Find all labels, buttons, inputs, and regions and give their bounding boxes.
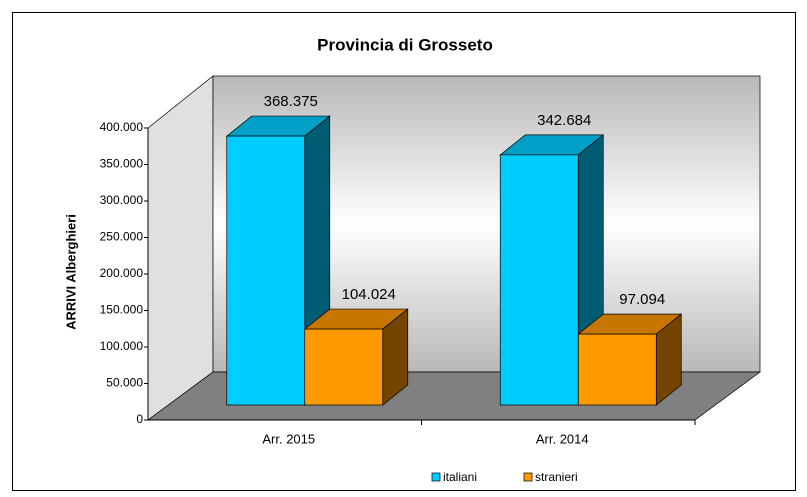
y-tick-label: 350.000 <box>100 157 144 171</box>
legend-label: stranieri <box>535 470 578 484</box>
y-tick-label: 0 <box>136 412 143 426</box>
bar <box>304 328 384 406</box>
bar <box>226 135 306 406</box>
y-axis-label: ARRIVI Alberghieri <box>63 214 78 330</box>
x-tick-label: Arr. 2014 <box>536 431 589 446</box>
bar <box>499 154 579 406</box>
value-label: 97.094 <box>619 291 665 308</box>
y-tick-label: 200.000 <box>100 266 144 280</box>
bar <box>577 333 657 406</box>
y-tick-label: 150.000 <box>100 303 144 317</box>
legend-label: italiani <box>443 470 477 484</box>
legend-swatch <box>523 472 533 482</box>
y-tick-label: 100.000 <box>100 339 144 353</box>
y-tick-label: 250.000 <box>100 230 144 244</box>
chart-title: Provincia di Grosseto <box>317 35 493 54</box>
value-label: 342.684 <box>537 112 591 129</box>
side-wall <box>147 75 214 421</box>
legend-swatch <box>431 472 441 482</box>
x-tick-label: Arr. 2015 <box>262 431 315 446</box>
y-tick-label: 50.000 <box>106 376 143 390</box>
y-tick-label: 400.000 <box>100 120 144 134</box>
value-label: 368.375 <box>264 93 318 110</box>
y-tick-label: 300.000 <box>100 193 144 207</box>
value-label: 104.024 <box>342 286 396 303</box>
